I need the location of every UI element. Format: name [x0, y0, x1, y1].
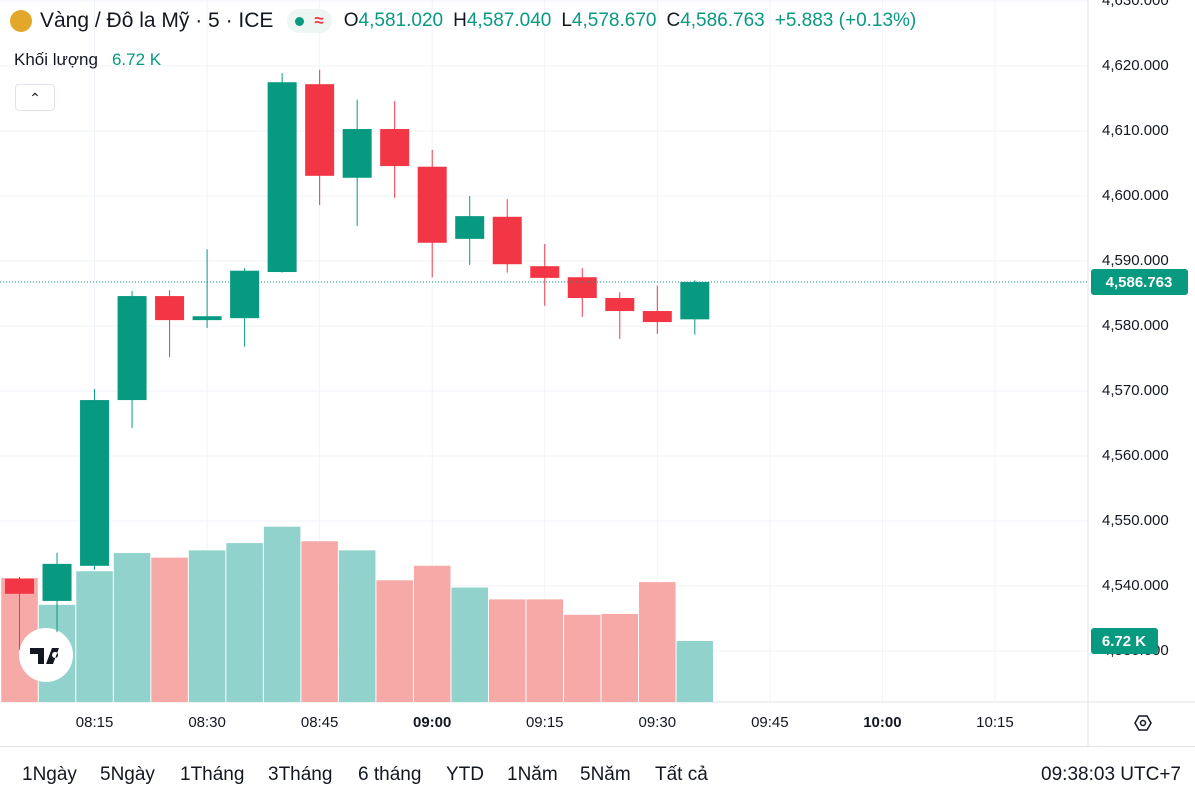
y-tick-label: 4,550.000 [1102, 512, 1169, 529]
x-tick-label: 09:45 [751, 714, 789, 731]
volume-name: Khối lượng [14, 50, 98, 69]
settings-icon-dot [1139, 719, 1147, 727]
candle-body [117, 296, 147, 401]
candle-body [417, 166, 447, 243]
range-button[interactable]: 1Năm [507, 764, 558, 785]
candle-body [455, 216, 485, 239]
ohlc-key: L [561, 10, 572, 31]
y-tick-label: 4,620.000 [1102, 57, 1169, 74]
candle-body [42, 563, 72, 601]
candle-body [380, 129, 410, 167]
volume-bar [488, 599, 526, 702]
volume-bar [564, 614, 601, 702]
status-pill: ≈ [287, 9, 332, 33]
y-tick-label: 4,630.000 [1102, 0, 1169, 9]
legend-header: Vàng / Đô la Mỹ · 5 · ICE ≈ O 4,581.020 H… [10, 9, 916, 33]
ohlc-key: C [666, 10, 681, 31]
symbol-title[interactable]: Vàng / Đô la Mỹ · 5 · ICE [40, 9, 274, 32]
volume-bar [376, 580, 413, 702]
volume-bar [451, 587, 488, 702]
volume-bar [226, 543, 263, 702]
bottom-toolbar: 1Ngày 5Ngày 1Tháng 3Tháng 6 tháng YTD 1Năm 5Năm… [0, 746, 1195, 799]
candle-body [567, 277, 597, 299]
x-tick-label: 09:15 [526, 714, 564, 731]
ohlc-value: 4,586.763 [680, 10, 765, 31]
y-tick-label: 4,600.000 [1102, 187, 1169, 204]
volume-bar [676, 640, 714, 702]
change: +5.883 (+0.13%) [774, 10, 917, 31]
settings-icon [1134, 715, 1152, 731]
clock[interactable]: 09:38:03 UTC+7 [1041, 764, 1181, 785]
last-price-box [1091, 269, 1188, 296]
last-volume-label: 6.72 K [1102, 633, 1146, 650]
y-tick-label: 4,570.000 [1102, 382, 1169, 399]
volume-bar [263, 526, 301, 702]
candle-body [492, 216, 522, 265]
y-tick-label: 4,580.000 [1102, 317, 1169, 334]
candle-body [230, 270, 260, 319]
volume-bar [188, 550, 226, 702]
volume-bar [413, 565, 451, 702]
volume-bar [301, 541, 338, 702]
candle-body [305, 84, 335, 176]
ohlc-key: O [343, 10, 359, 31]
watermark-logo [30, 648, 59, 664]
volume-bar [113, 553, 151, 702]
axis-panel [1088, 0, 1195, 746]
candle-body [342, 129, 372, 178]
range-button[interactable]: 1Ngày [22, 764, 77, 785]
candle-body [5, 578, 35, 594]
x-tick-label: 09:30 [639, 714, 677, 731]
volume-bar [601, 613, 639, 702]
ohlc-value: 4,581.020 [358, 10, 444, 31]
range-button[interactable]: YTD [446, 764, 484, 785]
volume-bar [639, 582, 676, 702]
x-tick-label: 09:00 [413, 714, 451, 731]
volume-bar [76, 571, 113, 702]
wave-icon: ≈ [314, 11, 324, 30]
status-dot [295, 16, 305, 26]
ohlc-value: 4,578.670 [571, 10, 657, 31]
ohlc-value: 4,587.040 [466, 10, 552, 31]
y-tick-label: 4,560.000 [1102, 447, 1169, 464]
volume-legend: Khối lượng 6.72 K [14, 50, 161, 70]
candle-body [192, 316, 222, 321]
x-tick-label: 08:45 [301, 714, 339, 731]
volume-bar [526, 599, 564, 702]
y-tick-label: 4,610.000 [1102, 122, 1169, 139]
candle-body [80, 400, 110, 566]
watermark-bg [19, 628, 73, 682]
candle-body [155, 296, 185, 321]
collapse-button[interactable]: ⌃ [15, 84, 55, 111]
range-button[interactable]: Tất cả [655, 764, 708, 785]
symbol-icon [10, 10, 32, 32]
y-tick-label: 4,590.000 [1102, 252, 1169, 269]
x-tick-label: 08:15 [76, 714, 114, 731]
range-button[interactable]: 5Ngày [100, 764, 155, 785]
volume-bar [151, 557, 188, 702]
candle-body [680, 282, 710, 320]
range-button[interactable]: 1Tháng [180, 764, 245, 785]
range-button[interactable]: 5Năm [580, 764, 631, 785]
candle-body [642, 311, 672, 323]
x-tick-label: 10:15 [976, 714, 1014, 731]
volume-value: 6.72 K [111, 50, 162, 69]
candle-body [605, 298, 635, 312]
volume-bar [338, 550, 376, 702]
last-volume-box [1091, 627, 1158, 654]
range-button[interactable]: 6 tháng [358, 764, 422, 785]
range-button[interactable]: 3Tháng [268, 764, 333, 785]
last-price-label: 4,586.763 [1106, 274, 1173, 291]
x-tick-label: 08:30 [188, 714, 226, 731]
watermark [19, 628, 73, 682]
candle-body [530, 266, 560, 278]
x-tick-label: 10:00 [863, 714, 901, 731]
ohlc-key: H [453, 10, 467, 31]
y-tick-label: 4,540.000 [1102, 577, 1169, 594]
candle-body [267, 82, 297, 273]
